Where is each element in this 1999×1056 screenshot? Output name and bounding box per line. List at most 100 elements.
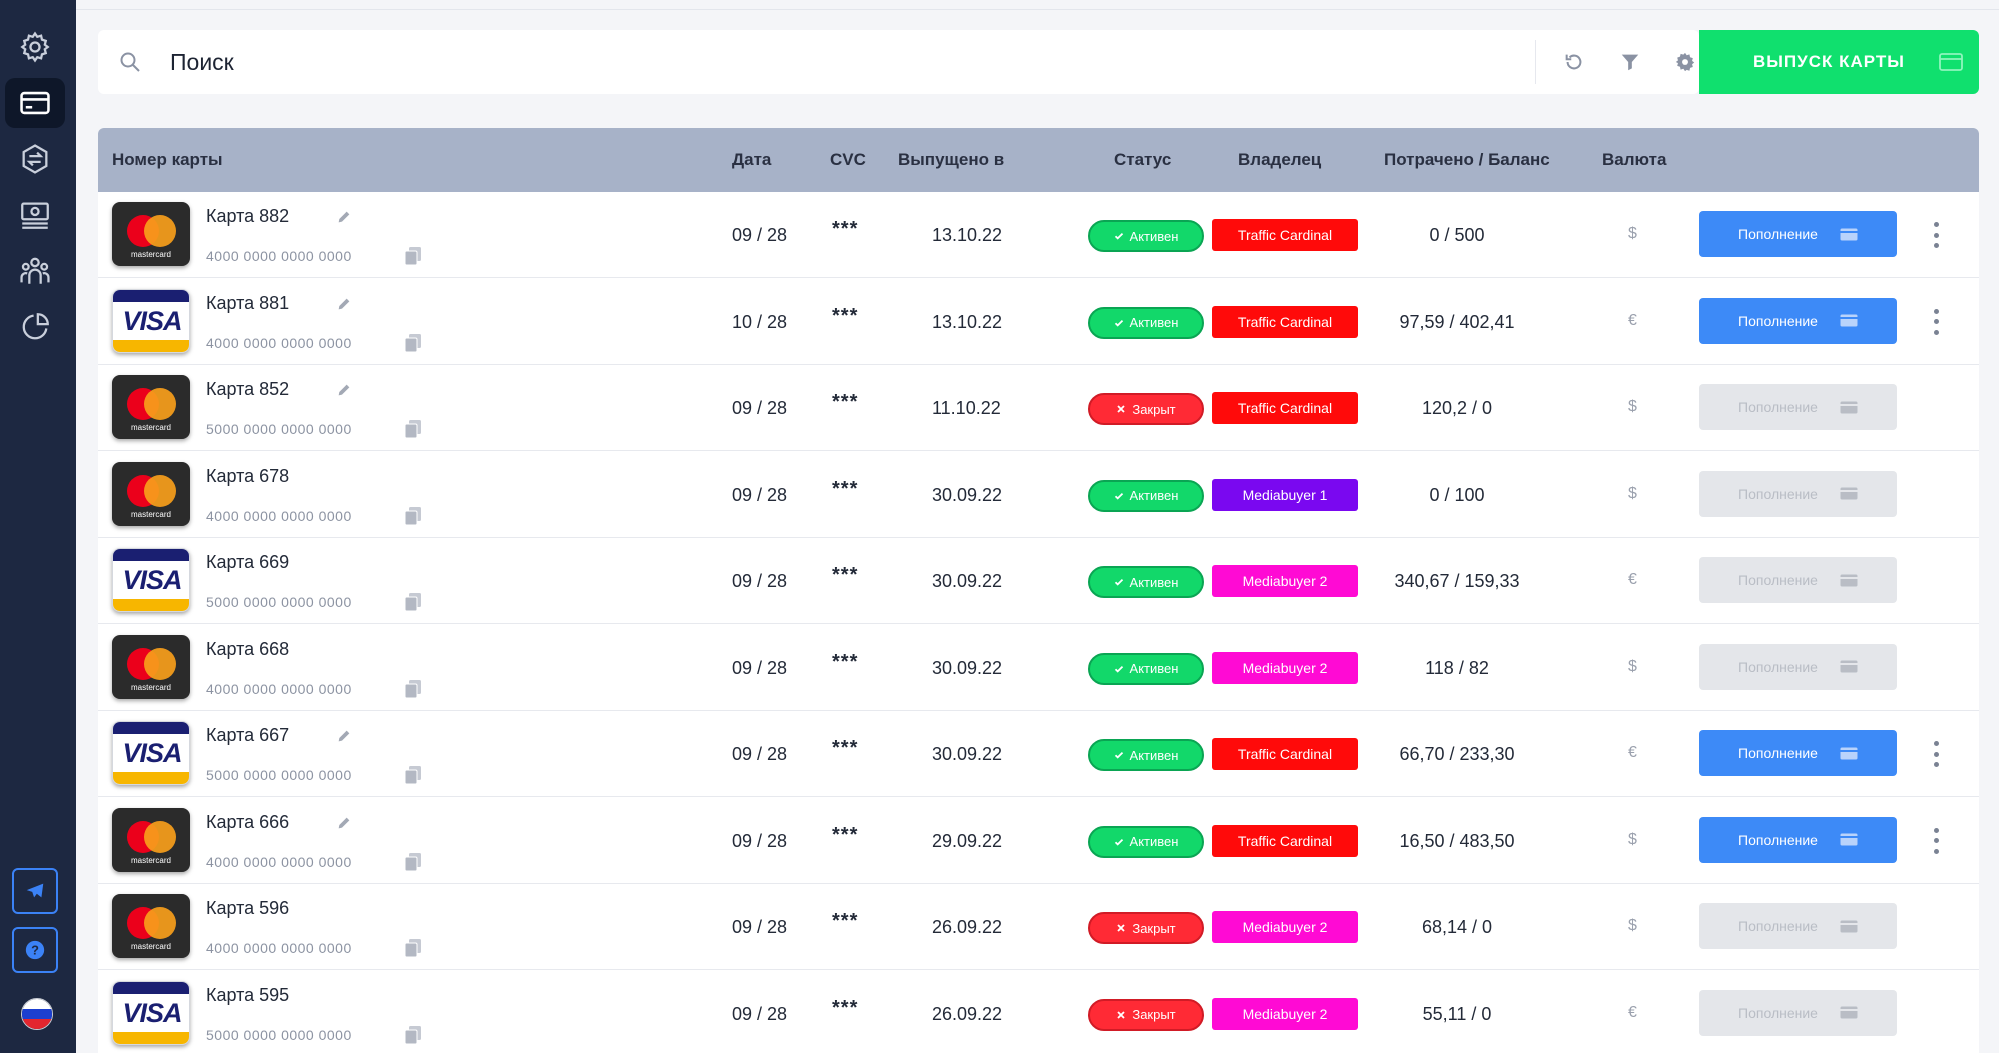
card-icon — [1840, 1006, 1858, 1019]
currency: $ — [1628, 830, 1637, 848]
topup-button[interactable]: Пополнение — [1699, 643, 1897, 690]
pie-chart-icon — [22, 313, 49, 340]
card-cvc[interactable]: *** — [832, 304, 859, 327]
refresh-button[interactable] — [1560, 48, 1588, 76]
visa-logo: VISA — [112, 288, 190, 353]
filter-button[interactable] — [1616, 48, 1644, 76]
card-icon — [20, 91, 50, 115]
card-issued-date: 30.09.22 — [932, 571, 1003, 591]
table-row[interactable]: mastercard Карта 678 4000 0000 0000 0000 09… — [98, 452, 1979, 538]
topup-button[interactable]: Пополнение — [1699, 470, 1897, 517]
copy-icon[interactable] — [404, 765, 422, 790]
copy-icon[interactable] — [404, 246, 422, 271]
column-issued[interactable]: Выпущено в — [898, 150, 1005, 169]
table-header: Номер карты Дата CVC Выпущено в Статус В… — [98, 128, 1979, 192]
sidebar-item-analytics[interactable] — [5, 302, 65, 352]
copy-icon[interactable] — [404, 506, 422, 531]
currency: $ — [1628, 484, 1637, 502]
card-cvc[interactable]: *** — [832, 823, 859, 846]
cards-table: Номер карты Дата CVC Выпущено в Статус В… — [98, 128, 1979, 1053]
table-row[interactable]: mastercard Карта 596 4000 0000 0000 0000 09… — [98, 884, 1979, 970]
owner-badge: Traffic Cardinal — [1212, 305, 1358, 338]
copy-icon[interactable] — [404, 419, 422, 444]
toolbar-separator — [1535, 40, 1536, 84]
telegram-button[interactable] — [12, 868, 58, 914]
column-owner[interactable]: Владелец — [1238, 150, 1322, 169]
topup-button[interactable]: Пополнение — [1699, 557, 1897, 603]
sidebar-item-settings[interactable] — [5, 22, 65, 72]
card-cvc[interactable]: *** — [832, 218, 859, 240]
copy-icon[interactable] — [404, 592, 422, 617]
table-row[interactable]: VISA Карта 669 5000 0000 0000 0000 09 / 28 *… — [98, 538, 1979, 624]
status-badge: Закрыт — [1088, 912, 1204, 944]
sidebar-item-exchange[interactable] — [5, 134, 65, 184]
column-card-number[interactable]: Номер карты — [112, 150, 223, 169]
table-row[interactable]: VISA Карта 881 4000 0000 0000 0000 10 / 28 *… — [98, 279, 1979, 365]
spent-balance: 16,50 / 483,50 — [1399, 830, 1515, 851]
topup-button[interactable]: Пополнение — [1699, 384, 1897, 430]
issue-card-button[interactable]: ВЫПУСК КАРТЫ — [1699, 30, 1979, 94]
table-row[interactable]: VISA Карта 667 5000 0000 0000 0000 09 / 28 *… — [98, 711, 1979, 797]
help-button[interactable]: ? — [12, 927, 58, 973]
team-icon — [20, 257, 50, 284]
owner-badge: Traffic Cardinal — [1212, 392, 1358, 424]
card-name: Карта 852 — [206, 379, 290, 399]
column-spent-balance[interactable]: Потрачено / Баланс — [1384, 150, 1550, 169]
russia-flag-icon[interactable] — [21, 998, 53, 1030]
card-number: 4000 0000 0000 0000 — [206, 334, 352, 351]
topup-button[interactable]: Пополнение — [1699, 211, 1897, 257]
card-expiry: 09 / 28 — [732, 830, 788, 851]
table-row[interactable]: mastercard Карта 668 4000 0000 0000 0000 09… — [98, 625, 1979, 711]
row-menu-button[interactable] — [1928, 308, 1944, 335]
row-menu-button[interactable] — [1928, 741, 1944, 767]
card-cvc[interactable]: *** — [832, 391, 859, 413]
copy-icon[interactable] — [404, 679, 422, 704]
card-expiry: 09 / 28 — [732, 225, 788, 245]
sidebar-item-finance[interactable] — [5, 190, 65, 240]
card-cvc[interactable]: *** — [832, 910, 859, 932]
column-currency[interactable]: Валюта — [1602, 150, 1667, 169]
card-cvc[interactable]: *** — [832, 564, 859, 586]
card-cvc[interactable]: *** — [832, 996, 859, 1019]
table-row[interactable]: mastercard Карта 882 4000 0000 0000 0000 09… — [98, 192, 1979, 278]
copy-icon[interactable] — [404, 1025, 422, 1050]
card-issued-date: 30.09.22 — [932, 744, 1003, 764]
edit-pencil-icon[interactable] — [336, 296, 352, 317]
copy-icon[interactable] — [404, 852, 422, 877]
close-icon — [1117, 924, 1125, 932]
edit-pencil-icon[interactable] — [336, 382, 352, 403]
topup-button[interactable]: Пополнение — [1699, 816, 1897, 863]
sidebar-item-cards[interactable] — [5, 78, 65, 128]
help-icon: ? — [25, 940, 45, 960]
mastercard-logo: mastercard — [112, 375, 190, 439]
copy-icon[interactable] — [404, 938, 422, 963]
sidebar-item-team[interactable] — [5, 246, 65, 296]
edit-pencil-icon[interactable] — [336, 209, 352, 230]
card-cvc[interactable]: *** — [832, 477, 859, 500]
table-row[interactable]: VISA Карта 595 5000 0000 0000 0000 09 / 28 *… — [98, 971, 1979, 1054]
search-input[interactable] — [170, 42, 1570, 82]
column-date[interactable]: Дата — [732, 150, 772, 169]
settings-button[interactable] — [1671, 48, 1699, 76]
table-row[interactable]: mastercard Карта 666 4000 0000 0000 0000 09… — [98, 798, 1979, 884]
card-number: 4000 0000 0000 0000 — [206, 680, 352, 697]
copy-icon[interactable] — [404, 333, 422, 358]
topup-button[interactable]: Пополнение — [1699, 989, 1897, 1036]
edit-pencil-icon[interactable] — [336, 728, 352, 749]
currency: € — [1628, 311, 1637, 329]
close-icon — [1117, 1010, 1125, 1019]
column-status[interactable]: Статус — [1114, 150, 1172, 169]
topup-button[interactable]: Пополнение — [1699, 730, 1897, 776]
top-divider — [76, 0, 1999, 10]
table-row[interactable]: mastercard Карта 852 5000 0000 0000 0000 09… — [98, 365, 1979, 451]
settings-gear-icon — [20, 31, 50, 63]
topup-button[interactable]: Пополнение — [1699, 297, 1897, 344]
edit-pencil-icon[interactable] — [336, 815, 352, 836]
card-cvc[interactable]: *** — [832, 737, 859, 759]
column-cvc[interactable]: CVC — [830, 150, 866, 169]
card-name: Карта 668 — [206, 638, 290, 659]
card-cvc[interactable]: *** — [832, 650, 859, 673]
row-menu-button[interactable] — [1928, 827, 1944, 854]
topup-button[interactable]: Пополнение — [1699, 903, 1897, 949]
row-menu-button[interactable] — [1928, 222, 1944, 248]
